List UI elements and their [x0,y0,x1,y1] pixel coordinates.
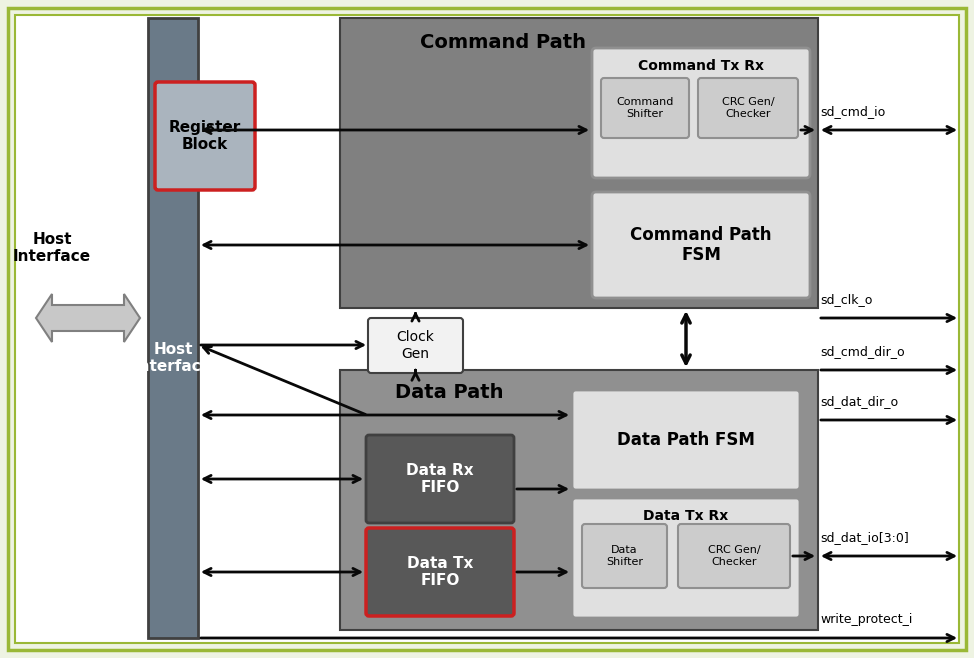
FancyBboxPatch shape [572,390,800,490]
Text: Data Rx
FIFO: Data Rx FIFO [406,463,473,495]
Text: CRC Gen/
Checker: CRC Gen/ Checker [708,545,761,567]
Polygon shape [36,294,140,342]
Text: Register
Block: Register Block [169,120,242,152]
Bar [340,18,818,308]
FancyBboxPatch shape [155,82,255,190]
FancyBboxPatch shape [698,78,798,138]
FancyBboxPatch shape [366,435,514,523]
Text: sd_clk_o: sd_clk_o [820,293,873,306]
FancyBboxPatch shape [592,48,810,178]
FancyBboxPatch shape [572,498,800,618]
Text: Command Path: Command Path [420,32,586,51]
FancyBboxPatch shape [592,192,810,298]
Text: Host
Interface: Host Interface [134,342,212,374]
FancyBboxPatch shape [366,528,514,616]
Text: Command Path
FSM: Command Path FSM [630,226,771,265]
FancyBboxPatch shape [601,78,689,138]
Bar [148,18,198,638]
Text: sd_dat_dir_o: sd_dat_dir_o [820,395,898,408]
Text: Clock
Gen: Clock Gen [396,330,434,361]
Text: Command Tx Rx: Command Tx Rx [638,59,764,73]
Text: Data
Shifter: Data Shifter [606,545,643,567]
FancyBboxPatch shape [678,524,790,588]
Text: Data Tx Rx: Data Tx Rx [644,509,729,523]
Text: Data Path FSM: Data Path FSM [618,431,755,449]
FancyBboxPatch shape [582,524,667,588]
Text: Data Tx
FIFO: Data Tx FIFO [407,556,473,588]
Text: Data Path: Data Path [395,382,504,401]
Bar [340,370,818,630]
Text: CRC Gen/
Checker: CRC Gen/ Checker [722,97,774,119]
Text: Host
Interface: Host Interface [13,232,91,265]
Text: write_protect_i: write_protect_i [820,613,913,626]
Text: sd_cmd_dir_o: sd_cmd_dir_o [820,345,905,358]
FancyBboxPatch shape [368,318,463,373]
Text: sd_dat_io[3:0]: sd_dat_io[3:0] [820,531,909,544]
Text: Command
Shifter: Command Shifter [617,97,674,119]
Text: sd_cmd_io: sd_cmd_io [820,105,885,118]
